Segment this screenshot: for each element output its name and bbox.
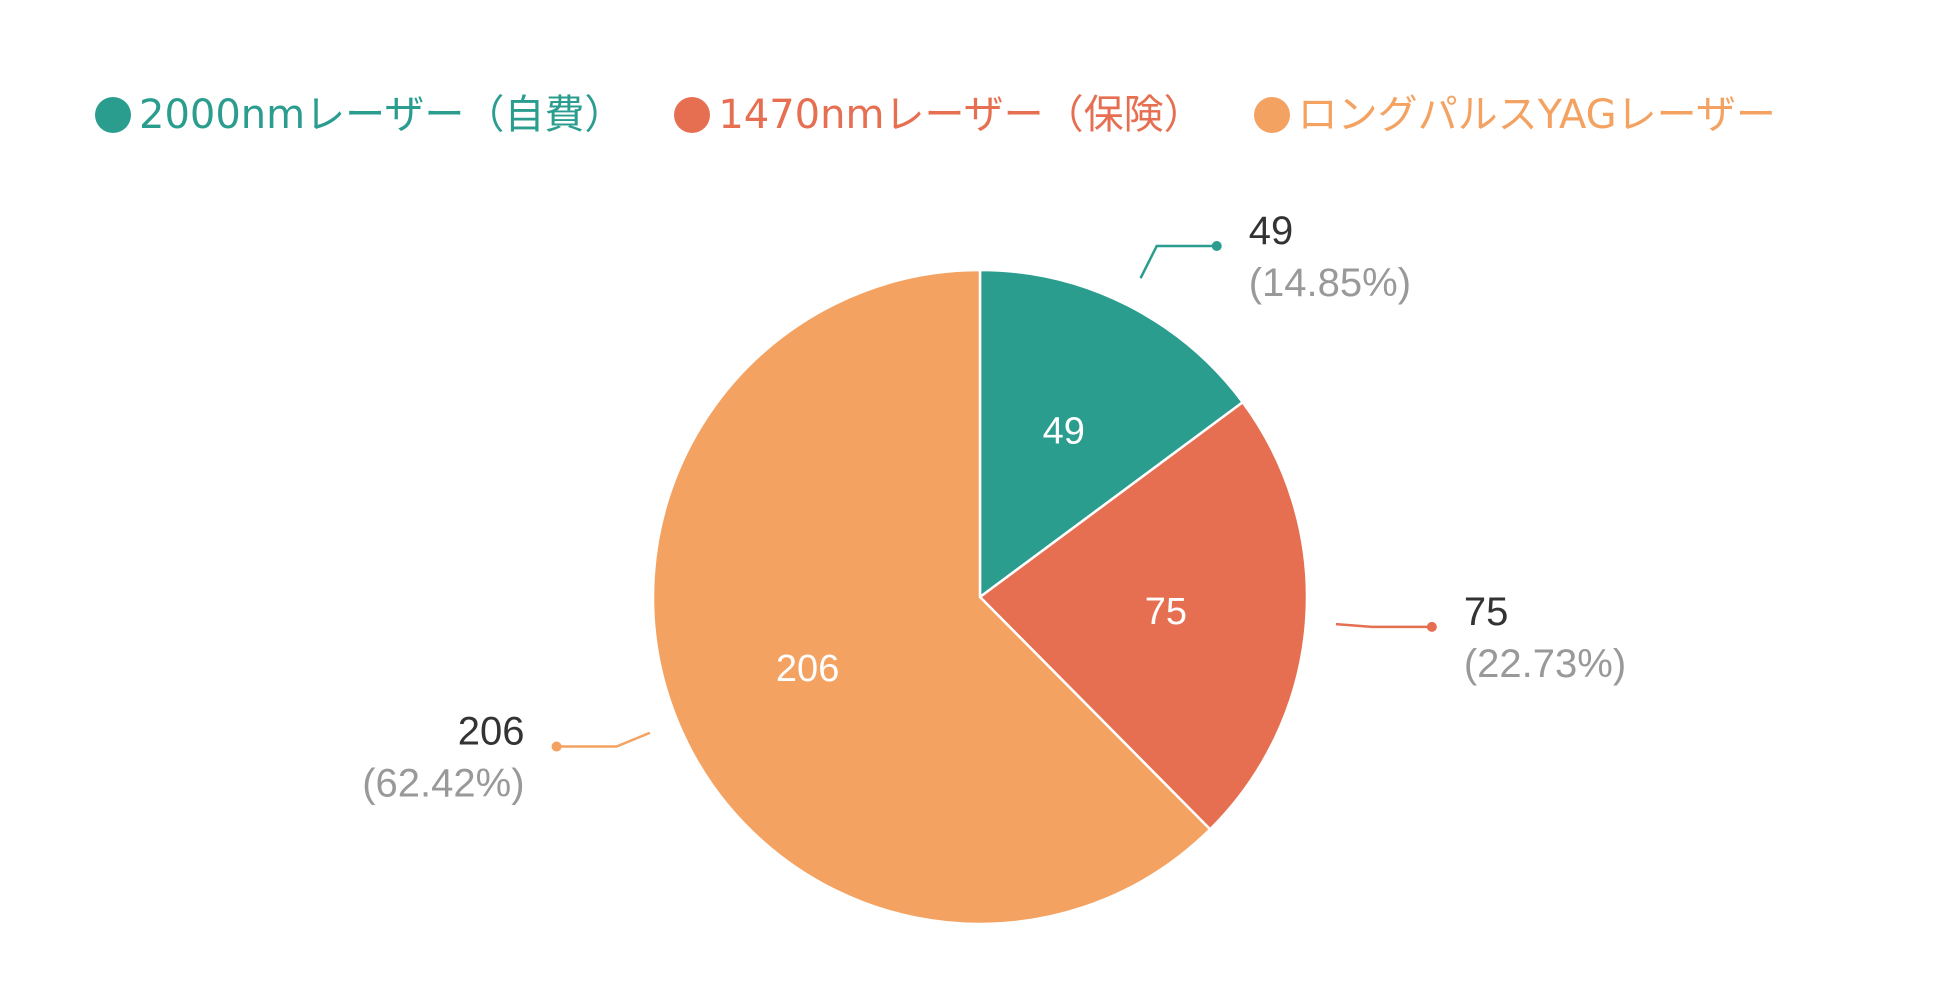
outer-value-label-long-pulse-yag: 206: [458, 710, 525, 754]
legend-label-long-pulse-yag: ロングパルスYAGレーザー: [1297, 92, 1776, 138]
legend-item-1470nm[interactable]: 1470nmレーザー（保険）: [674, 88, 1204, 142]
legend-item-long-pulse-yag[interactable]: ロングパルスYAGレーザー: [1253, 88, 1776, 142]
leader-dot-long-pulse-yag: [551, 741, 562, 752]
legend-marker-1470nm: [674, 97, 711, 133]
outer-percent-label-1470nm: (22.73%): [1464, 642, 1626, 686]
pie-slice-long-pulse-yag[interactable]: [651, 268, 1212, 926]
legend-label-2000nm: 2000nmレーザー（自費）: [139, 92, 625, 138]
outer-percent-label-2000nm: (14.85%): [1249, 261, 1411, 305]
legend-label-1470nm: 1470nmレーザー（保険）: [718, 92, 1204, 138]
outer-value-label-2000nm: 49: [1249, 209, 1294, 253]
leader-dot-2000nm: [1211, 240, 1222, 251]
pie-slice-1470nm[interactable]: [978, 401, 1309, 831]
chart-legend: 2000nmレーザー（自費） 1470nmレーザー（保険） ロングパルスYAGレ…: [95, 88, 1776, 142]
outer-percent-label-long-pulse-yag: (62.42%): [362, 762, 524, 806]
leader-dot-1470nm: [1426, 621, 1437, 632]
inner-value-label-long-pulse-yag: 206: [776, 648, 839, 690]
legend-marker-long-pulse-yag: [1253, 97, 1290, 133]
leader-line-1470nm: [1335, 622, 1432, 629]
pie-slice-2000nm[interactable]: [978, 268, 1244, 599]
inner-value-label-2000nm: 49: [1043, 411, 1085, 453]
inner-value-label-1470nm: 75: [1145, 591, 1187, 633]
leader-line-long-pulse-yag: [556, 731, 651, 748]
outer-value-label-1470nm: 75: [1464, 590, 1509, 634]
legend-item-2000nm[interactable]: 2000nmレーザー（自費）: [95, 88, 624, 142]
leader-line-2000nm: [1139, 244, 1217, 279]
legend-marker-2000nm: [95, 97, 131, 133]
